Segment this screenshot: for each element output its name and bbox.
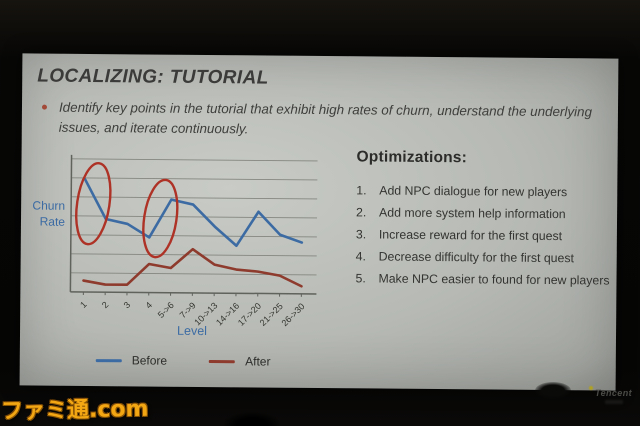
silhouette-shape bbox=[224, 412, 280, 426]
before-line-swatch bbox=[95, 358, 122, 362]
optimizations-list: Add NPC dialogue for new players Add mor… bbox=[355, 180, 614, 291]
optimizations-section: Optimizations: Add NPC dialogue for new … bbox=[355, 148, 614, 292]
presentation-slide: LOCALIZING: TUTORIAL Identify key points… bbox=[19, 53, 619, 391]
svg-text:1: 1 bbox=[78, 299, 89, 310]
svg-text:26->30: 26->30 bbox=[279, 301, 306, 328]
bullet-text: Identify key points in the tutorial that… bbox=[58, 99, 593, 137]
bullet-icon bbox=[41, 104, 48, 110]
tencent-logo: Tencent bbox=[589, 386, 632, 404]
legend-label-before: Before bbox=[131, 353, 168, 368]
svg-text:17->20: 17->20 bbox=[236, 301, 263, 328]
after-line-swatch bbox=[209, 359, 236, 363]
svg-text:Level: Level bbox=[177, 324, 207, 338]
list-item-text: Decrease difficulty for the first quest bbox=[378, 249, 575, 266]
svg-text:3: 3 bbox=[122, 300, 133, 311]
list-item-text: Add NPC dialogue for new players bbox=[379, 183, 568, 200]
tencent-logo-text: Tencent bbox=[595, 388, 632, 398]
page-title: LOCALIZING: TUTORIAL bbox=[37, 65, 269, 89]
famitsu-watermark: ファミ通.com bbox=[0, 396, 149, 425]
svg-text:Rate: Rate bbox=[40, 215, 66, 229]
list-item-text: Make NPC easier to found for new players bbox=[378, 271, 610, 288]
silhouette-shape bbox=[535, 382, 571, 399]
tencent-spark-icon bbox=[589, 386, 594, 390]
svg-text:Churn: Churn bbox=[32, 198, 65, 212]
list-item: Make NPC easier to found for new players bbox=[355, 268, 613, 291]
list-item: Add more system help information bbox=[356, 202, 614, 225]
chart-legend: Before After bbox=[95, 353, 271, 369]
legend-label-after: After bbox=[245, 354, 271, 369]
optimizations-heading: Optimizations: bbox=[356, 148, 468, 167]
bullet-item: Identify key points in the tutorial that… bbox=[40, 98, 602, 143]
svg-text:2: 2 bbox=[100, 299, 111, 310]
svg-text:4: 4 bbox=[143, 300, 154, 311]
list-item: Add NPC dialogue for new players bbox=[356, 180, 614, 203]
list-item: Increase reward for the first quest bbox=[356, 224, 614, 247]
list-item: Decrease difficulty for the first quest bbox=[356, 246, 614, 269]
svg-text:14->16: 14->16 bbox=[214, 301, 241, 328]
svg-text:21->25: 21->25 bbox=[258, 301, 285, 328]
tencent-sub-smudge bbox=[605, 400, 624, 404]
churn-rate-line-chart: 1 2 3 4 5->6 7->910->1314->1617->2021->2526->… bbox=[32, 154, 318, 338]
list-item-text: Increase reward for the first quest bbox=[378, 227, 563, 244]
list-item-text: Add more system help information bbox=[379, 205, 566, 222]
svg-text:5->6: 5->6 bbox=[156, 300, 176, 320]
